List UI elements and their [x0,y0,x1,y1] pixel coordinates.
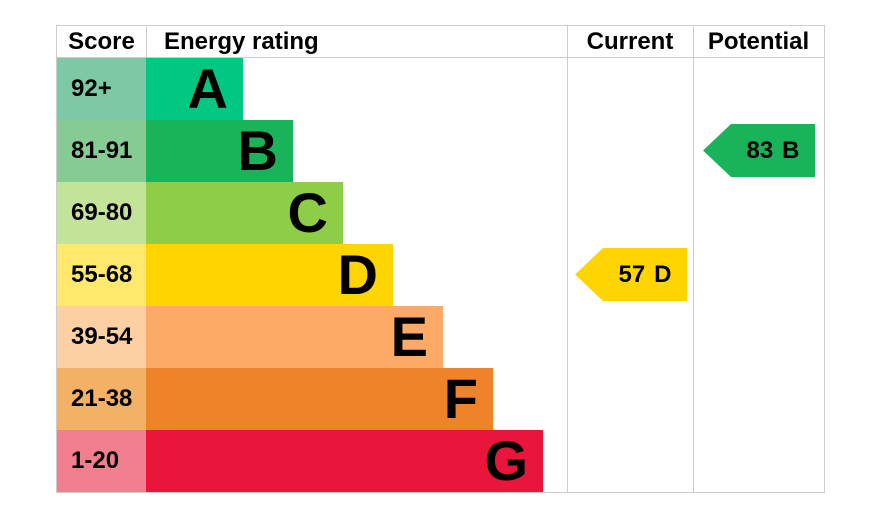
band-row-d: 55-68 D [57,244,824,306]
score-range-b: 81-91 [57,120,146,182]
score-range-e: 39-54 [57,306,146,368]
band-rows: 92+ A 81-91 B 69-80 C 55-68 D 39-54 [57,58,824,492]
rating-bar-b: B [146,120,293,182]
header-energy-rating: Energy rating [164,27,319,55]
header-current: Current [586,27,674,55]
potential-rating-value: 83 [746,136,774,164]
score-range-g: 1-20 [57,430,146,492]
score-range-d: 55-68 [57,244,146,306]
rating-bar-g: G [146,430,543,492]
current-rating-value: 57 [618,260,646,288]
band-row-g: 1-20 G [57,430,824,492]
score-range-a: 92+ [57,58,146,120]
potential-rating-arrow: 83 B [703,124,815,177]
epc-table-content: Score Energy rating Current Potential 92… [57,26,824,492]
score-range-f: 21-38 [57,368,146,430]
current-rating-arrow: 57 D [575,248,687,301]
header-underline [57,57,824,58]
rating-bar-f: F [146,368,493,430]
divider-current-potential [693,26,694,492]
band-row-f: 21-38 F [57,368,824,430]
band-row-b: 81-91 B [57,120,824,182]
band-row-a: 92+ A [57,58,824,120]
band-row-c: 69-80 C [57,182,824,244]
band-row-e: 39-54 E [57,306,824,368]
header-row: Score Energy rating Current Potential [57,26,824,57]
epc-table: Score Energy rating Current Potential 92… [56,25,825,493]
rating-bar-d: D [146,244,393,306]
divider-energy-current [567,26,568,492]
rating-bar-a: A [146,58,243,120]
header-potential: Potential [707,27,810,55]
score-range-c: 69-80 [57,182,146,244]
potential-rating-grade: B [782,136,800,164]
rating-bar-c: C [146,182,343,244]
current-rating-grade: D [654,260,672,288]
header-score: Score [68,27,135,55]
rating-bar-e: E [146,306,443,368]
